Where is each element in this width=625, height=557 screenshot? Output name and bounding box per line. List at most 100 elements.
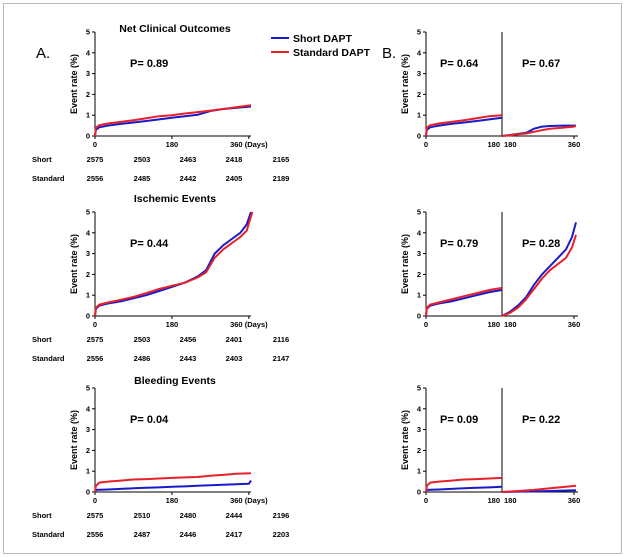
isch-b-y-tick-label: 4	[417, 228, 422, 237]
isch-a-risk-short-cell: 2456	[180, 335, 197, 344]
panel-label-a: A.	[36, 45, 50, 62]
net-a-chart: Net Clinical Outcomes 0 1 2 3 4 5 Event rate (%…	[32, 23, 289, 183]
isch-b-x-tick-label: 180	[504, 320, 517, 329]
isch-b-y-tick-label: 3	[417, 249, 421, 258]
isch-b-x-tick-label: 360	[568, 320, 581, 329]
bleed-a-y-axis-label: Event rate (%)	[69, 410, 79, 470]
bleed-a-risk-short-cell: 2444	[226, 511, 244, 520]
net-a-x-tick-label: 360 (Days)	[230, 140, 268, 149]
net-a-y-axis-label: Event rate (%)	[69, 54, 79, 114]
isch-a-title: Ischemic Events	[134, 193, 216, 205]
isch-a-risk-label-short: Short	[32, 335, 52, 344]
net-a-risk-short-cell: 2503	[134, 155, 151, 164]
isch-a-y-tick-label: 4	[86, 228, 91, 237]
bleed-a-y-tick-label: 2	[86, 446, 90, 455]
net-b-y-axis-label: Event rate (%)	[400, 54, 410, 114]
net-b-x-tick-label: 180	[487, 140, 500, 149]
isch-a-risk-label-standard: Standard	[32, 354, 65, 363]
net-a-risk-standard-cell: 2485	[134, 174, 151, 183]
net-a-series-standard-dapt	[94, 104, 252, 137]
bleed-a-x-tick-label: 180	[166, 496, 179, 505]
bleed-b-chart: 0 1 2 3 4 5 Event rate (%) 0 180 P= 0.09 180 360 P= …	[400, 384, 580, 506]
isch-b-right-series-short-dapt	[501, 222, 577, 317]
net-b-left-series-standard-dapt	[425, 114, 503, 137]
net-a-risk-short-cell: 2418	[226, 155, 243, 164]
bleed-a-risk-label-short: Short	[32, 511, 52, 520]
isch-a-y-tick-label: 1	[86, 291, 90, 300]
legend: Short DAPT Standard DAPT	[271, 33, 371, 59]
bleed-a-y-tick-label: 0	[86, 488, 90, 497]
isch-a-series-standard-dapt	[94, 211, 254, 317]
net-a-risk-short-cell: 2463	[180, 155, 197, 164]
bleed-b-right-p-value: P= 0.22	[522, 414, 560, 426]
bleed-b-y-tick-label: 2	[417, 446, 421, 455]
charts-layer: Net Clinical Outcomes 0 1 2 3 4 5 Event rate (%…	[32, 23, 580, 539]
bleed-b-left-series-short-dapt	[425, 485, 503, 493]
isch-a-y-tick-label: 5	[86, 208, 90, 217]
isch-a-y-tick-label: 2	[86, 270, 90, 279]
isch-a-y-tick-label: 3	[86, 249, 90, 258]
bleed-b-left-p-value: P= 0.09	[440, 414, 478, 426]
isch-a-x-tick-label: 360 (Days)	[230, 320, 268, 329]
net-a-y-tick-label: 0	[86, 132, 90, 141]
net-a-p-value: P= 0.89	[130, 58, 168, 70]
bleed-a-risk-standard-cell: 2487	[134, 530, 151, 539]
bleed-a-title: Bleeding Events	[134, 375, 216, 387]
isch-a-risk-short-cell: 2503	[134, 335, 151, 344]
bleed-a-risk-standard-cell: 2203	[273, 530, 290, 539]
isch-a-x-tick-label: 180	[166, 320, 179, 329]
figure-border	[3, 3, 622, 554]
net-b-right-p-value: P= 0.67	[522, 58, 560, 70]
net-b-y-tick-label: 2	[417, 90, 421, 99]
bleed-a-risk-short-cell: 2575	[87, 511, 104, 520]
bleed-a-risk-label-standard: Standard	[32, 530, 65, 539]
bleed-a-series-short-dapt	[94, 480, 252, 493]
bleed-a-series-standard-dapt	[94, 472, 252, 493]
bleed-b-y-tick-label: 0	[417, 488, 421, 497]
bleed-a-risk-standard-cell: 2556	[87, 530, 104, 539]
bleed-a-risk-short-cell: 2510	[134, 511, 151, 520]
net-b-x-tick-label: 360	[568, 140, 581, 149]
net-a-risk-standard-cell: 2556	[87, 174, 104, 183]
isch-b-right-segment: 180 360 P= 0.28	[501, 222, 581, 329]
isch-b-x-tick-label: 0	[424, 320, 428, 329]
bleed-a-risk-standard-cell: 2417	[226, 530, 243, 539]
bleed-b-y-axis-label: Event rate (%)	[400, 410, 410, 470]
bleed-b-y-tick-label: 1	[417, 467, 421, 476]
net-a-y-tick-label: 2	[86, 90, 90, 99]
net-a-x-tick-label: 0	[93, 140, 97, 149]
net-b-left-p-value: P= 0.64	[440, 58, 479, 70]
isch-a-risk-standard-cell: 2147	[273, 354, 290, 363]
bleed-a-y-tick-label: 5	[86, 384, 90, 393]
isch-a-y-tick-label: 0	[86, 312, 90, 321]
bleed-b-right-segment: 180 360 P= 0.22	[501, 414, 580, 505]
isch-a-risk-short-cell: 2116	[273, 335, 289, 344]
net-a-y-tick-label: 3	[86, 69, 90, 78]
net-b-right-segment: 180 360 P= 0.67	[501, 58, 581, 149]
net-b-y-tick-label: 1	[417, 111, 421, 120]
net-a-risk-short-cell: 2165	[273, 155, 290, 164]
net-b-chart: 0 1 2 3 4 5 Event rate (%) 0 180 P= 0.64 180 360 P= …	[400, 28, 580, 150]
isch-a-risk-short-cell: 2575	[87, 335, 104, 344]
net-a-y-tick-label: 1	[86, 111, 90, 120]
bleed-a-x-tick-label: 0	[93, 496, 97, 505]
panel-label-b: B.	[382, 45, 396, 62]
bleed-a-y-tick-label: 4	[86, 404, 91, 413]
net-b-left-series-short-dapt	[425, 116, 503, 137]
isch-b-left-p-value: P= 0.79	[440, 238, 478, 250]
bleed-b-right-series-standard-dapt	[501, 484, 577, 493]
isch-b-y-tick-label: 1	[417, 291, 421, 300]
isch-b-y-tick-label: 5	[417, 208, 421, 217]
isch-a-p-value: P= 0.44	[130, 238, 169, 250]
bleed-b-y-tick-label: 4	[417, 404, 422, 413]
bleed-b-y-tick-label: 5	[417, 384, 421, 393]
isch-a-chart: Ischemic Events 0 1 2 3 4 5 Event rate (%) 0 180 3…	[32, 193, 289, 363]
isch-a-risk-standard-cell: 2486	[134, 354, 151, 363]
net-a-risk-standard-cell: 2189	[273, 174, 290, 183]
isch-b-x-tick-label: 180	[487, 320, 500, 329]
net-a-title: Net Clinical Outcomes	[119, 23, 231, 35]
net-a-risk-label-standard: Standard	[32, 174, 65, 183]
net-b-left-segment: 0 180 P= 0.64	[424, 58, 503, 149]
isch-b-left-series-standard-dapt	[425, 286, 503, 317]
